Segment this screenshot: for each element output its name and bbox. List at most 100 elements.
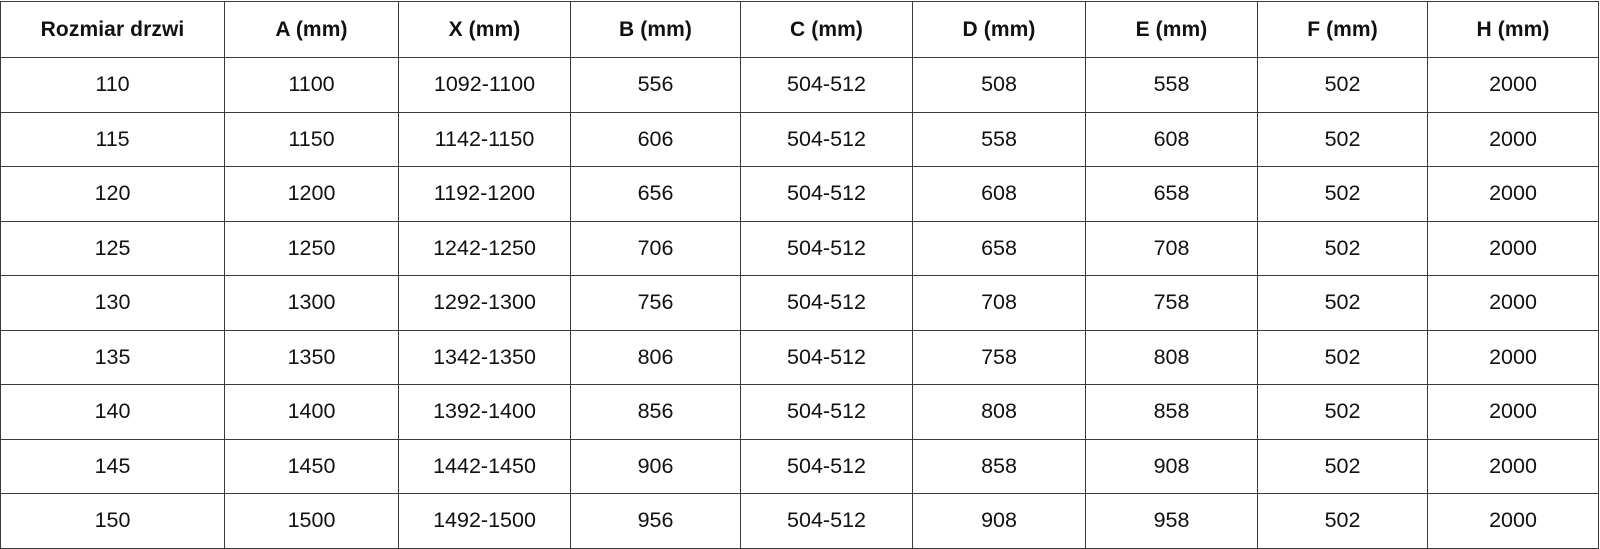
cell-size: 140 [0,384,225,440]
cell-x: 1142-1150 [398,111,571,167]
table-row: 135 1350 1342-1350 806 504-512 758 808 5… [0,329,1599,385]
cell-e: 908 [1085,438,1258,494]
cell-b: 856 [570,384,741,440]
cell-e: 808 [1085,329,1258,385]
cell-c: 504-512 [740,220,913,276]
cell-b: 606 [570,111,741,167]
cell-a: 1300 [224,275,399,331]
cell-e: 758 [1085,275,1258,331]
cell-a: 1350 [224,329,399,385]
table-row: 145 1450 1442-1450 906 504-512 858 908 5… [0,438,1599,494]
table-row: 120 1200 1192-1200 656 504-512 608 658 5… [0,166,1599,222]
cell-size: 135 [0,329,225,385]
cell-x: 1442-1450 [398,438,571,494]
column-header-f: F (mm) [1257,1,1428,58]
table-body: 110 1100 1092-1100 556 504-512 508 558 5… [0,57,1599,549]
cell-size: 115 [0,111,225,167]
table-row: 125 1250 1242-1250 706 504-512 658 708 5… [0,220,1599,276]
cell-d: 858 [912,438,1086,494]
cell-d: 708 [912,275,1086,331]
cell-size: 110 [0,57,225,113]
column-header-d: D (mm) [912,1,1086,58]
cell-b: 706 [570,220,741,276]
cell-size: 130 [0,275,225,331]
cell-f: 502 [1257,493,1428,549]
cell-b: 556 [570,57,741,113]
cell-h: 2000 [1427,57,1599,113]
cell-c: 504-512 [740,166,913,222]
cell-h: 2000 [1427,384,1599,440]
cell-c: 504-512 [740,493,913,549]
cell-size: 125 [0,220,225,276]
column-header-c: C (mm) [740,1,913,58]
cell-size: 150 [0,493,225,549]
column-header-x: X (mm) [398,1,571,58]
cell-c: 504-512 [740,111,913,167]
cell-a: 1250 [224,220,399,276]
cell-d: 908 [912,493,1086,549]
cell-d: 808 [912,384,1086,440]
cell-c: 504-512 [740,384,913,440]
table-row: 115 1150 1142-1150 606 504-512 558 608 5… [0,111,1599,167]
cell-h: 2000 [1427,166,1599,222]
column-header-a: A (mm) [224,1,399,58]
cell-h: 2000 [1427,329,1599,385]
cell-size: 145 [0,438,225,494]
cell-c: 504-512 [740,329,913,385]
header-row: Rozmiar drzwi A (mm) X (mm) B (mm) C (mm… [0,1,1599,58]
cell-f: 502 [1257,57,1428,113]
cell-b: 906 [570,438,741,494]
cell-c: 504-512 [740,275,913,331]
table-row: 150 1500 1492-1500 956 504-512 908 958 5… [0,493,1599,549]
cell-f: 502 [1257,275,1428,331]
cell-h: 2000 [1427,220,1599,276]
cell-b: 656 [570,166,741,222]
cell-h: 2000 [1427,275,1599,331]
cell-e: 608 [1085,111,1258,167]
cell-e: 558 [1085,57,1258,113]
cell-a: 1500 [224,493,399,549]
cell-h: 2000 [1427,493,1599,549]
cell-e: 658 [1085,166,1258,222]
cell-a: 1450 [224,438,399,494]
cell-a: 1200 [224,166,399,222]
cell-x: 1392-1400 [398,384,571,440]
cell-e: 858 [1085,384,1258,440]
cell-a: 1400 [224,384,399,440]
cell-b: 756 [570,275,741,331]
cell-f: 502 [1257,329,1428,385]
cell-f: 502 [1257,438,1428,494]
table-row: 130 1300 1292-1300 756 504-512 708 758 5… [0,275,1599,331]
cell-e: 958 [1085,493,1258,549]
cell-x: 1492-1500 [398,493,571,549]
cell-c: 504-512 [740,57,913,113]
table-header: Rozmiar drzwi A (mm) X (mm) B (mm) C (mm… [0,1,1599,58]
cell-x: 1092-1100 [398,57,571,113]
cell-f: 502 [1257,111,1428,167]
cell-d: 558 [912,111,1086,167]
cell-a: 1100 [224,57,399,113]
cell-e: 708 [1085,220,1258,276]
column-header-e: E (mm) [1085,1,1258,58]
cell-b: 806 [570,329,741,385]
cell-x: 1342-1350 [398,329,571,385]
table-row: 140 1400 1392-1400 856 504-512 808 858 5… [0,384,1599,440]
column-header-b: B (mm) [570,1,741,58]
cell-x: 1192-1200 [398,166,571,222]
column-header-rozmiar-drzwi: Rozmiar drzwi [0,1,225,58]
cell-f: 502 [1257,220,1428,276]
cell-d: 658 [912,220,1086,276]
cell-h: 2000 [1427,111,1599,167]
cell-f: 502 [1257,166,1428,222]
cell-a: 1150 [224,111,399,167]
cell-d: 758 [912,329,1086,385]
cell-d: 508 [912,57,1086,113]
cell-x: 1292-1300 [398,275,571,331]
cell-x: 1242-1250 [398,220,571,276]
cell-f: 502 [1257,384,1428,440]
cell-c: 504-512 [740,438,913,494]
cell-h: 2000 [1427,438,1599,494]
cell-b: 956 [570,493,741,549]
